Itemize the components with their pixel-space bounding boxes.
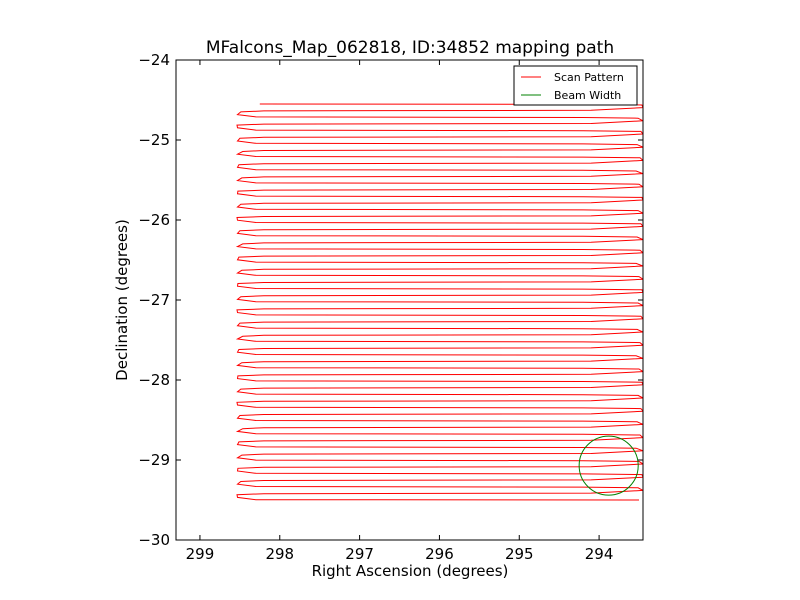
legend-label-scan-pattern: Scan Pattern [554, 71, 624, 84]
x-tick-label: 298 [265, 545, 294, 563]
x-tick-label: 297 [345, 545, 374, 563]
x-tick-label: 294 [585, 545, 614, 563]
beam-width-circle [578, 435, 639, 496]
y-tick-label: −27 [138, 291, 170, 309]
legend-frame [513, 65, 638, 106]
scan-pattern-line [235, 103, 643, 501]
y-tick-label: −29 [138, 451, 170, 469]
y-axis-ticks: −24 −25 −26 −27 −28 −29 −30 [138, 51, 643, 549]
x-tick-label: 296 [425, 545, 454, 563]
y-tick-label: −24 [138, 51, 170, 69]
y-tick-label: −28 [138, 371, 170, 389]
y-tick-label: −30 [138, 531, 170, 549]
x-tick-label: 299 [186, 545, 215, 563]
legend: Scan Pattern Beam Width [513, 65, 638, 106]
y-tick-label: −25 [138, 131, 170, 149]
x-axis-ticks: 299 298 297 296 295 294 [186, 60, 614, 563]
series-layer [235, 103, 643, 501]
y-axis-label: Declination (degrees) [113, 219, 131, 381]
y-tick-label: −26 [138, 211, 170, 229]
x-axis-label: Right Ascension (degrees) [312, 562, 509, 580]
chart-title: MFalcons_Map_062818, ID:34852 mapping pa… [206, 38, 614, 58]
x-tick-label: 295 [505, 545, 534, 563]
legend-label-beam-width: Beam Width [554, 89, 621, 102]
